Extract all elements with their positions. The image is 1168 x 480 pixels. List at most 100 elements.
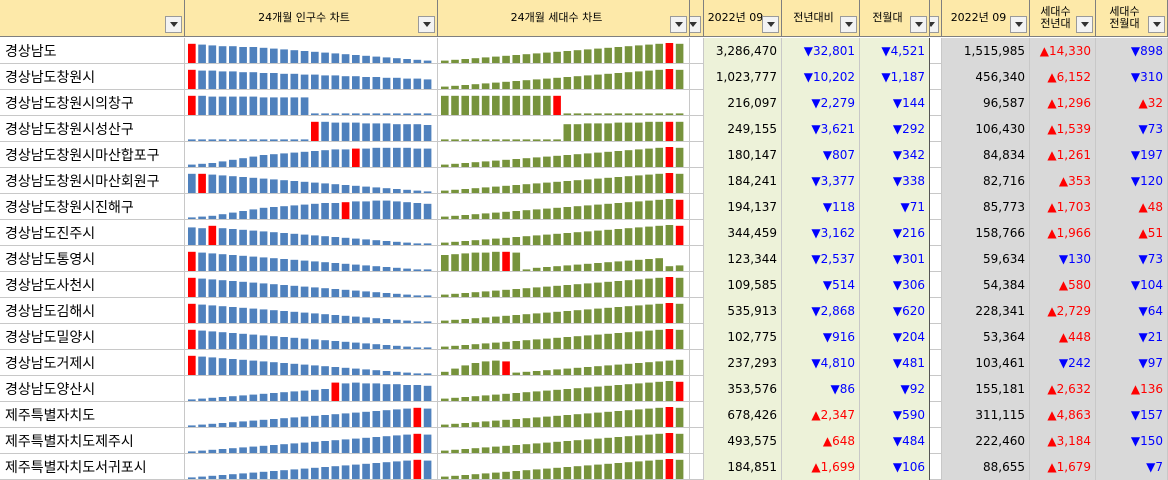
hh-mom-cell[interactable]: ▲51 [1096, 220, 1168, 246]
hh-mom-cell[interactable]: ▲136 [1096, 376, 1168, 402]
population-cell[interactable]: 237,293 [704, 350, 782, 376]
hh-yoy-cell[interactable]: ▲1,679 [1030, 454, 1096, 480]
population-cell[interactable]: 194,137 [704, 194, 782, 220]
population-chart-cell[interactable] [185, 298, 438, 324]
pop-yoy-cell[interactable]: ▼514 [782, 272, 860, 298]
pop-yoy-cell[interactable]: ▼32,801 [782, 38, 860, 64]
region-name-cell[interactable]: 경상남도사천시 [0, 272, 185, 298]
population-chart-cell[interactable] [185, 376, 438, 402]
pop-yoy-cell[interactable]: ▼2,868 [782, 298, 860, 324]
pop-mom-cell[interactable]: ▼484 [860, 428, 930, 454]
filter-dropdown-button[interactable] [1148, 16, 1165, 33]
pop-yoy-cell[interactable]: ▼2,537 [782, 246, 860, 272]
population-cell[interactable]: 109,585 [704, 272, 782, 298]
household-chart-cell[interactable] [438, 142, 690, 168]
pop-mom-cell[interactable]: ▼204 [860, 324, 930, 350]
region-name-cell[interactable]: 제주특별자치도제주시 [0, 428, 185, 454]
population-cell[interactable]: 180,147 [704, 142, 782, 168]
hh-yoy-cell[interactable]: ▲580 [1030, 272, 1096, 298]
filter-dropdown-button[interactable] [762, 16, 779, 33]
hh-mom-cell[interactable]: ▼21 [1096, 324, 1168, 350]
filter-dropdown-button[interactable] [840, 16, 857, 33]
hh-yoy-cell[interactable]: ▲3,184 [1030, 428, 1096, 454]
pop-mom-cell[interactable]: ▼306 [860, 272, 930, 298]
population-chart-cell[interactable] [185, 142, 438, 168]
hh-mom-cell[interactable]: ▼898 [1096, 38, 1168, 64]
household-chart-cell[interactable] [438, 428, 690, 454]
pop-yoy-cell[interactable]: ▼86 [782, 376, 860, 402]
population-cell[interactable]: 344,459 [704, 220, 782, 246]
population-cell[interactable]: 216,097 [704, 90, 782, 116]
pop-yoy-cell[interactable]: ▼3,377 [782, 168, 860, 194]
population-chart-cell[interactable] [185, 64, 438, 90]
hh-yoy-cell[interactable]: ▲1,296 [1030, 90, 1096, 116]
hh-mom-cell[interactable]: ▼64 [1096, 298, 1168, 324]
population-cell[interactable]: 353,576 [704, 376, 782, 402]
pop-yoy-cell[interactable]: ▼807 [782, 142, 860, 168]
region-name-cell[interactable]: 제주특별자치도 [0, 402, 185, 428]
pop-mom-cell[interactable]: ▼481 [860, 350, 930, 376]
pop-yoy-cell[interactable]: ▼3,621 [782, 116, 860, 142]
hh-mom-cell[interactable]: ▲48 [1096, 194, 1168, 220]
pop-mom-cell[interactable]: ▼292 [860, 116, 930, 142]
household-chart-cell[interactable] [438, 220, 690, 246]
hh-yoy-cell[interactable]: ▲1,703 [1030, 194, 1096, 220]
population-cell[interactable]: 102,775 [704, 324, 782, 350]
region-name-cell[interactable]: 경상남도양산시 [0, 376, 185, 402]
population-cell[interactable]: 249,155 [704, 116, 782, 142]
population-chart-cell[interactable] [185, 194, 438, 220]
pop-yoy-cell[interactable]: ▲648 [782, 428, 860, 454]
household-chart-cell[interactable] [438, 454, 690, 480]
household-cell[interactable]: 222,460 [942, 428, 1030, 454]
population-chart-cell[interactable] [185, 272, 438, 298]
household-chart-cell[interactable] [438, 116, 690, 142]
hh-yoy-cell[interactable]: ▲4,863 [1030, 402, 1096, 428]
population-chart-cell[interactable] [185, 168, 438, 194]
region-name-cell[interactable]: 제주특별자치도서귀포시 [0, 454, 185, 480]
household-chart-cell[interactable] [438, 298, 690, 324]
hh-yoy-cell[interactable]: ▲1,539 [1030, 116, 1096, 142]
hh-mom-cell[interactable]: ▼7 [1096, 454, 1168, 480]
hh-yoy-cell[interactable]: ▲6,152 [1030, 64, 1096, 90]
hh-yoy-cell[interactable]: ▲14,330 [1030, 38, 1096, 64]
population-cell[interactable]: 184,241 [704, 168, 782, 194]
hh-yoy-cell[interactable]: ▲448 [1030, 324, 1096, 350]
region-name-cell[interactable]: 경상남도창원시진해구 [0, 194, 185, 220]
hh-yoy-cell[interactable]: ▲353 [1030, 168, 1096, 194]
hh-yoy-cell[interactable]: ▲2,729 [1030, 298, 1096, 324]
filter-dropdown-button[interactable] [930, 16, 939, 33]
household-chart-cell[interactable] [438, 246, 690, 272]
household-chart-cell[interactable] [438, 194, 690, 220]
household-cell[interactable]: 53,364 [942, 324, 1030, 350]
household-chart-cell[interactable] [438, 168, 690, 194]
household-chart-cell[interactable] [438, 272, 690, 298]
hh-mom-cell[interactable]: ▼104 [1096, 272, 1168, 298]
household-cell[interactable]: 106,430 [942, 116, 1030, 142]
region-name-cell[interactable]: 경상남도창원시마산합포구 [0, 142, 185, 168]
region-name-cell[interactable]: 경상남도밀양시 [0, 324, 185, 350]
filter-dropdown-button[interactable] [165, 16, 182, 33]
hh-mom-cell[interactable]: ▼73 [1096, 116, 1168, 142]
region-name-cell[interactable]: 경상남도김해시 [0, 298, 185, 324]
pop-yoy-cell[interactable]: ▼118 [782, 194, 860, 220]
pop-mom-cell[interactable]: ▼301 [860, 246, 930, 272]
population-cell[interactable]: 3,286,470 [704, 38, 782, 64]
filter-dropdown-button[interactable] [910, 16, 927, 33]
filter-dropdown-button[interactable] [690, 16, 701, 33]
population-chart-cell[interactable] [185, 350, 438, 376]
pop-mom-cell[interactable]: ▼620 [860, 298, 930, 324]
hh-mom-cell[interactable]: ▼120 [1096, 168, 1168, 194]
region-name-cell[interactable]: 경상남도창원시 [0, 64, 185, 90]
population-cell[interactable]: 123,344 [704, 246, 782, 272]
region-name-cell[interactable]: 경상남도진주시 [0, 220, 185, 246]
region-name-cell[interactable]: 경상남도창원시의창구 [0, 90, 185, 116]
household-chart-cell[interactable] [438, 402, 690, 428]
hh-mom-cell[interactable]: ▼157 [1096, 402, 1168, 428]
population-chart-cell[interactable] [185, 246, 438, 272]
household-cell[interactable]: 103,461 [942, 350, 1030, 376]
filter-dropdown-button[interactable] [1076, 16, 1093, 33]
hh-yoy-cell[interactable]: ▼130 [1030, 246, 1096, 272]
pop-mom-cell[interactable]: ▼590 [860, 402, 930, 428]
household-cell[interactable]: 54,384 [942, 272, 1030, 298]
pop-mom-cell[interactable]: ▼144 [860, 90, 930, 116]
